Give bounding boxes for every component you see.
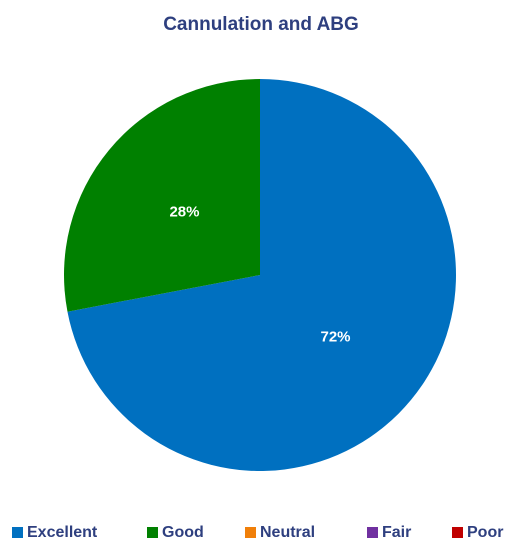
- legend-swatch: [245, 527, 256, 538]
- legend-label: Excellent: [27, 524, 98, 541]
- pie-slice: [67, 79, 456, 471]
- chart-title: Cannulation and ABG: [163, 14, 359, 35]
- legend-label: Neutral: [260, 524, 315, 541]
- legend-label: Good: [162, 524, 204, 541]
- legend-swatch: [147, 527, 158, 538]
- pie-slice: [64, 79, 260, 312]
- legend-label: Poor: [467, 524, 503, 541]
- legend-swatch: [12, 527, 23, 538]
- legend-swatch: [452, 527, 463, 538]
- legend-swatch: [367, 527, 378, 538]
- legend-label: Fair: [382, 524, 411, 541]
- data-label: 72%: [320, 328, 350, 345]
- data-label: 28%: [169, 204, 199, 221]
